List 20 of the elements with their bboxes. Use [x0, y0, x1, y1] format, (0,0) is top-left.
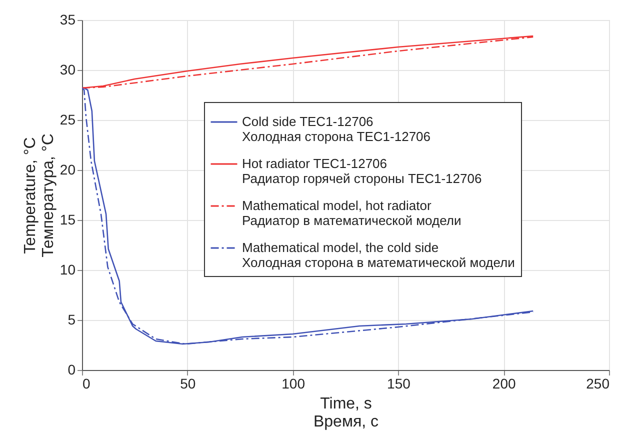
legend-label: Mathematical model, hot radiator Радиатор в математической модели — [242, 198, 462, 228]
y-tick-label: 35 — [60, 12, 76, 28]
y-tick-label: 10 — [60, 262, 76, 278]
x-tick-label: 50 — [180, 376, 196, 392]
y-tick-label: 30 — [60, 62, 76, 78]
legend-label: Mathematical model, the cold side Холодная сторона в математической модели — [242, 240, 515, 270]
x-tick-label: 100 — [282, 376, 306, 392]
x-tick-label: 200 — [492, 376, 516, 392]
x-tick-label: 150 — [387, 376, 411, 392]
x-tick-label: 250 — [586, 376, 610, 392]
legend-label: Hot radiator TEC1-12706 Радиатор горячей стороны TEC1-12706 — [242, 156, 482, 186]
y-tick-label: 5 — [68, 312, 76, 328]
y-tick-label: 25 — [60, 112, 76, 128]
y-tick-label: 0 — [68, 362, 76, 378]
x-axis-title: Time, s Время, с — [313, 396, 379, 430]
x-tick-label: 0 — [82, 376, 90, 392]
y-tick-label: 15 — [60, 212, 76, 228]
y-axis-title: Temperature, °C Температура, °C — [22, 134, 57, 258]
legend-label: Cold side TEC1-12706 Холодная сторона TEC1-12706 — [242, 114, 431, 144]
y-tick-label: 20 — [60, 162, 76, 178]
